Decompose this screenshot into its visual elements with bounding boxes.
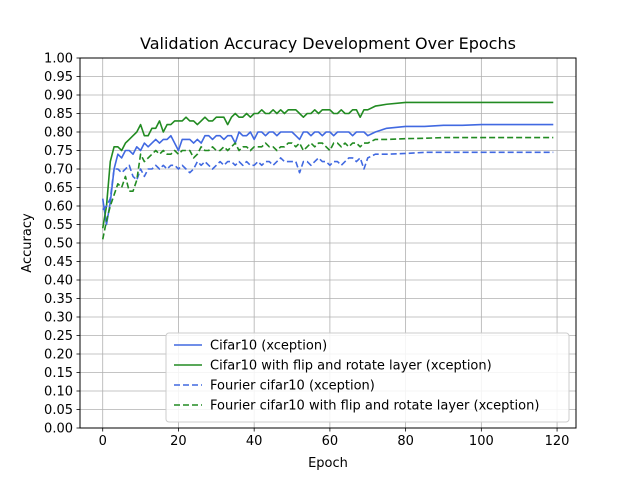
- y-tick-label: 0.70: [44, 163, 73, 178]
- x-tick-label: 40: [246, 434, 263, 449]
- y-tick-label: 0.65: [44, 181, 73, 196]
- x-tick-label: 80: [397, 434, 414, 449]
- y-tick-label: 0.80: [44, 126, 73, 141]
- y-tick-label: 0.85: [44, 107, 73, 122]
- y-tick-label: 0.40: [44, 274, 73, 289]
- y-axis-label: Accuracy: [20, 213, 35, 273]
- legend-label: Fourier cifar10 (xception): [210, 379, 375, 394]
- legend-label: Cifar10 (xception): [210, 339, 327, 354]
- legend: Cifar10 (xception) Cifar10 with flip and …: [165, 332, 570, 423]
- x-axis-ticks: 0 20 40 60 80 100 120: [99, 428, 570, 449]
- y-tick-label: 0.60: [44, 200, 73, 215]
- y-tick-label: 0.95: [44, 70, 73, 85]
- y-tick-label: 0.45: [44, 255, 73, 270]
- series-line-3: [102, 151, 554, 211]
- y-tick-label: 0.50: [44, 237, 73, 252]
- series-line-4: [101, 136, 554, 240]
- y-tick-label: 0.35: [44, 292, 73, 307]
- y-tick-label: 0.05: [44, 403, 73, 418]
- y-tick-label: 0.75: [44, 144, 73, 159]
- x-tick-label: 100: [469, 434, 494, 449]
- y-tick-label: 0.25: [44, 329, 73, 344]
- y-tick-label: 0.15: [44, 366, 73, 381]
- legend-label: Fourier cifar10 with flip and rotate lay…: [210, 399, 539, 414]
- x-tick-label: 0: [99, 434, 107, 449]
- series-line-1: [101, 123, 554, 226]
- legend-label: Cifar10 with flip and rotate layer (xcep…: [210, 359, 492, 374]
- y-tick-label: 1.00: [44, 52, 73, 67]
- x-tick-label: 120: [545, 434, 570, 449]
- x-tick-label: 20: [170, 434, 187, 449]
- y-tick-label: 0.10: [44, 385, 73, 400]
- series-lines: [101, 101, 554, 240]
- legend-box: [165, 332, 570, 423]
- series-line-2: [101, 101, 554, 229]
- y-tick-label: 0.55: [44, 218, 73, 233]
- x-tick-label: 60: [322, 434, 339, 449]
- y-tick-label: 0.30: [44, 311, 73, 326]
- y-axis-ticks: 0.00 0.05 0.10 0.15 0.20 0.25 0.30 0.35 0.40 0.45…: [44, 52, 80, 437]
- chart-title: Validation Accuracy Development Over Epo…: [140, 34, 516, 53]
- x-axis-label: Epoch: [308, 456, 348, 471]
- y-tick-label: 0.20: [44, 348, 73, 363]
- y-tick-label: 0.00: [44, 422, 73, 437]
- y-tick-label: 0.90: [44, 89, 73, 104]
